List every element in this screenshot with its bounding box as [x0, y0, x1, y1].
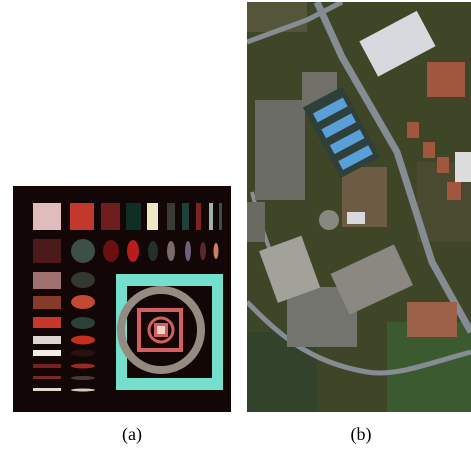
ellipse-left-6: [71, 335, 95, 345]
aerial-scene-image: [247, 2, 471, 412]
left-block-7: [33, 350, 61, 356]
soil-patch-1: [247, 2, 307, 32]
panel-b-aerial-image: [247, 2, 471, 412]
swatch-2: [70, 203, 94, 230]
ellipse-left-7: [71, 349, 95, 357]
ellipse-r2-7: [200, 242, 206, 260]
swatch-1: [33, 203, 61, 230]
building-cluster-left: [247, 202, 265, 242]
building-red-3: [423, 142, 435, 158]
caption-panel-b: (b): [350, 424, 372, 444]
left-block-3: [33, 272, 61, 289]
swatch-3: [101, 203, 120, 230]
left-block-6: [33, 336, 61, 344]
building-red-4: [437, 157, 449, 173]
ellipse-r2-2: [103, 240, 119, 262]
center-square: [157, 326, 165, 334]
ellipse-r2-5: [167, 241, 175, 261]
swatch-7: [182, 203, 189, 230]
synthetic-scene-image: [13, 186, 231, 412]
swatch-9: [209, 203, 213, 230]
building-blue-roof-1: [312, 97, 348, 123]
left-block-8: [33, 364, 61, 368]
left-block-5: [33, 317, 61, 328]
ellipse-r2-8: [213, 243, 219, 259]
caption-panel-a: (a): [122, 424, 142, 444]
left-block-10: [33, 388, 61, 391]
road-main-diagonal: [313, 2, 471, 334]
road-west: [247, 2, 344, 45]
building-red-roof-lower: [407, 302, 457, 337]
panel-a-synthetic-scene: [13, 186, 231, 412]
ellipse-left-10: [71, 388, 95, 392]
left-block-4: [33, 296, 61, 309]
swatch-8: [196, 203, 201, 230]
building-red-2: [407, 122, 419, 138]
ellipse-left-3: [71, 272, 95, 288]
building-white-right: [455, 152, 471, 182]
building-blue-roof-4: [338, 145, 373, 171]
swatch-5: [147, 203, 158, 230]
building-blue-roof-3: [329, 129, 365, 155]
building-grey-1: [330, 244, 414, 315]
ellipse-left-4: [71, 295, 95, 309]
building-blue-roof-2: [321, 113, 357, 139]
ellipse-left-8: [71, 363, 95, 369]
ellipse-r2-6: [185, 241, 191, 261]
inner-ring: [117, 286, 205, 374]
swatch-4: [126, 203, 141, 230]
ellipse-r2-4: [148, 241, 158, 261]
swatch-10: [219, 203, 222, 230]
ellipse-left-5: [71, 317, 95, 329]
inner-circle: [147, 316, 175, 344]
ellipse-r2-1: [71, 239, 95, 263]
parking-lot-1: [255, 100, 305, 200]
inner-square-outer: [137, 308, 183, 352]
ellipse-left-9: [71, 376, 95, 380]
building-red-5: [447, 182, 461, 200]
ellipse-r2-3: [127, 240, 139, 262]
building-grey-2: [259, 235, 321, 303]
square-r2: [33, 239, 61, 263]
swatch-6: [167, 203, 175, 230]
left-block-9: [33, 376, 61, 379]
building-red-1: [427, 62, 465, 97]
building-long-white: [359, 10, 436, 77]
roundabout: [319, 210, 339, 230]
road-curve: [247, 300, 471, 376]
building-white-small: [347, 212, 365, 224]
